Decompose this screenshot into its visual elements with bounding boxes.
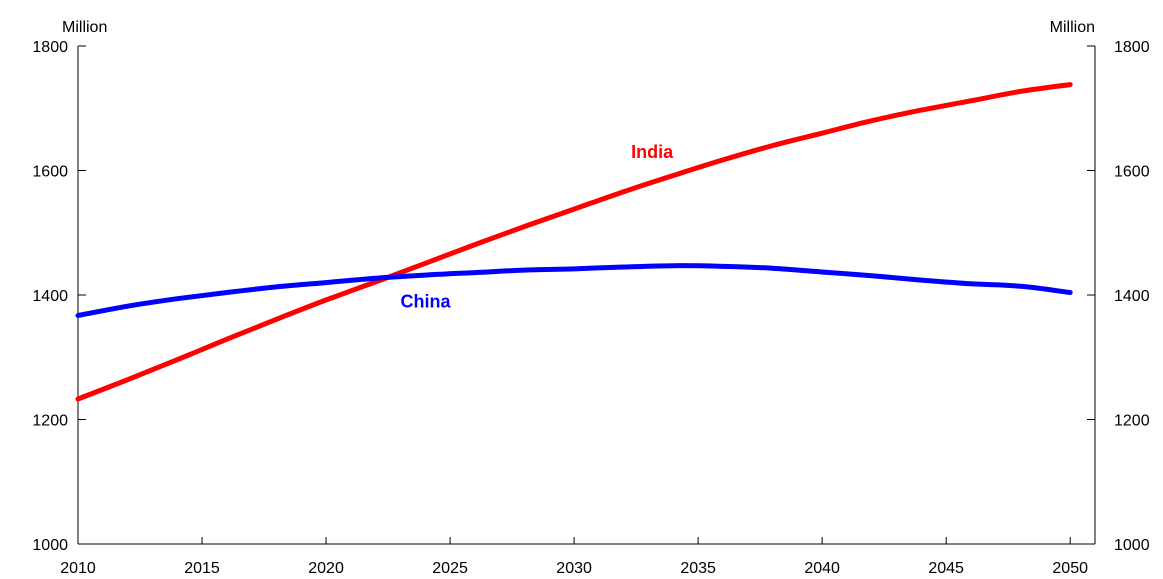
x-tick-label: 2015 — [184, 560, 220, 577]
y-tick-label-left: 1000 — [32, 537, 68, 554]
y-tick-label-right: 1400 — [1114, 288, 1150, 305]
x-tick-label: 2040 — [804, 560, 840, 577]
series-label-china: China — [400, 291, 451, 311]
axis-ticks: 2010 2015 2020 2025 2030 2035 2040 2045 2050 1000… — [32, 39, 1149, 577]
y-tick-label-right: 1000 — [1114, 537, 1150, 554]
y-tick-label-left: 1600 — [32, 164, 68, 181]
y-tick-label-left: 1400 — [32, 288, 68, 305]
series-line-india — [75, 82, 1073, 402]
y-tick-label-left: 1800 — [32, 39, 68, 56]
left-axis-unit-label: Million — [62, 19, 107, 36]
series-lines — [75, 82, 1073, 402]
y-tick-label-right: 1600 — [1114, 164, 1150, 181]
series-labels: India China — [400, 142, 674, 311]
series-line-china — [75, 263, 1073, 318]
x-tick-label: 2030 — [556, 560, 592, 577]
x-tick-label: 2045 — [928, 560, 964, 577]
x-tick-label: 2025 — [432, 560, 468, 577]
x-tick-label: 2010 — [60, 560, 96, 577]
y-tick-label-right: 1200 — [1114, 413, 1150, 430]
series-label-india: India — [631, 142, 674, 162]
plot-frame — [77, 46, 1096, 545]
x-tick-label: 2050 — [1052, 560, 1088, 577]
y-tick-label-right: 1800 — [1114, 39, 1150, 56]
x-tick-label: 2035 — [680, 560, 716, 577]
x-tick-label: 2020 — [308, 560, 344, 577]
right-axis-unit-label: Million — [1050, 19, 1095, 36]
y-tick-label-left: 1200 — [32, 413, 68, 430]
